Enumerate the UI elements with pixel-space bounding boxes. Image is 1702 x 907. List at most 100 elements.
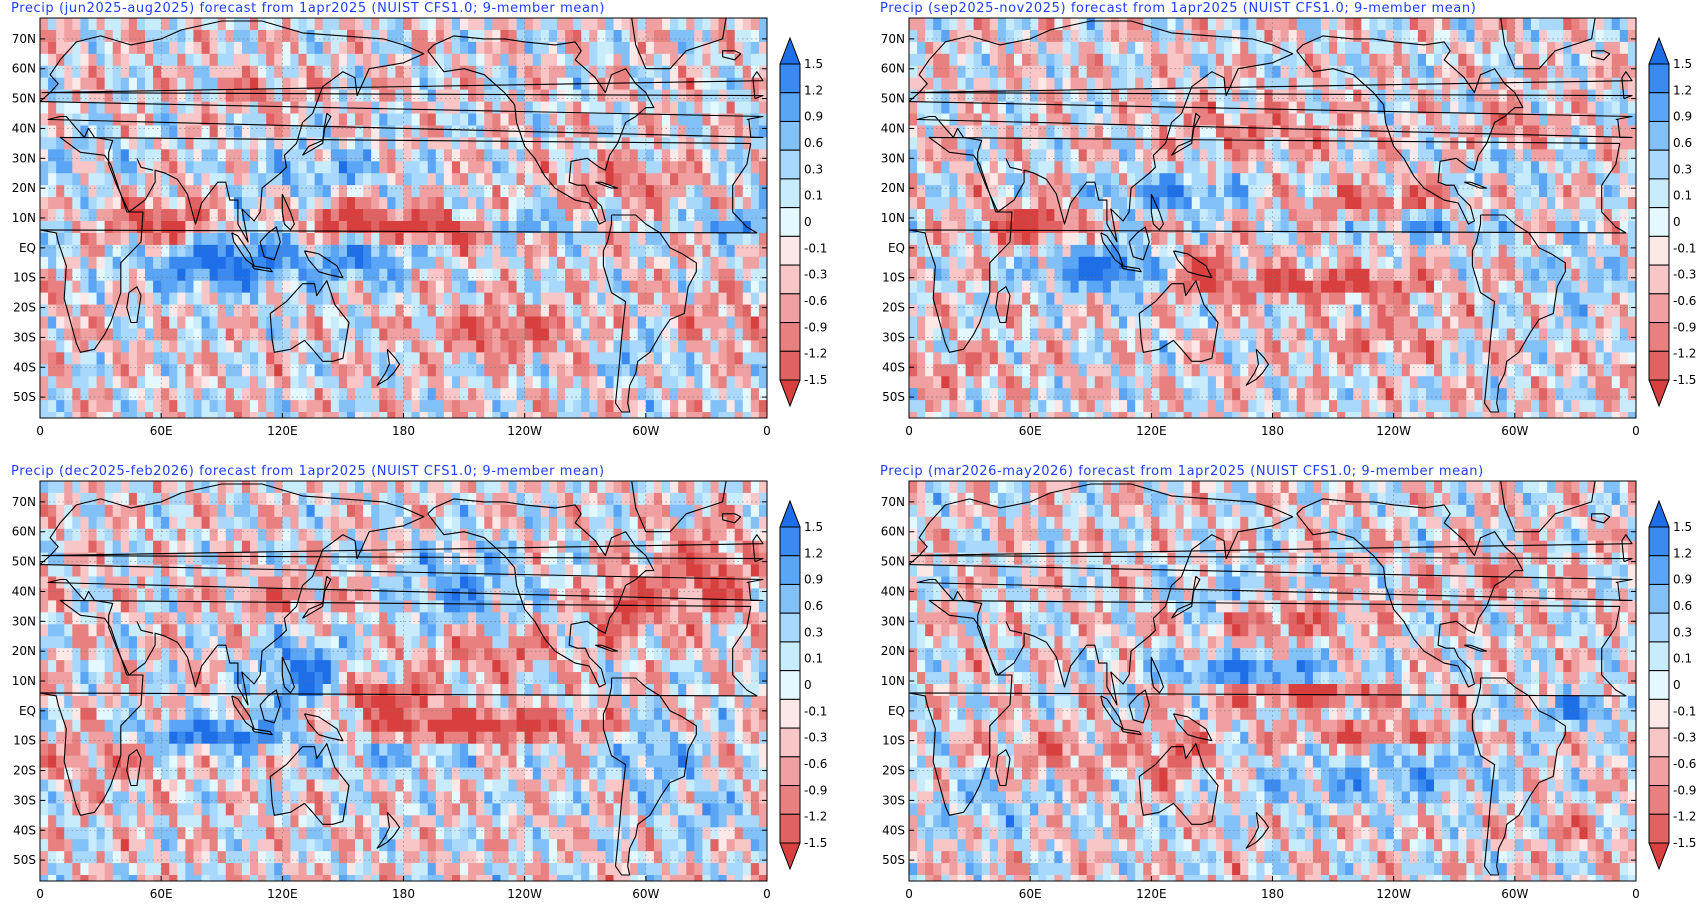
anomaly-cell: [516, 77, 526, 91]
anomaly-cell: [1248, 89, 1257, 103]
anomaly-cell: [72, 292, 81, 306]
anomaly-cell: [40, 376, 49, 389]
anomaly-cell: [1183, 340, 1193, 353]
anomaly-cell: [112, 268, 122, 282]
anomaly-cell: [1014, 352, 1023, 365]
anomaly-cell: [403, 65, 413, 79]
anomaly-cell: [419, 292, 429, 306]
anomaly-cell: [1062, 18, 1072, 31]
anomaly-cell: [56, 29, 65, 43]
anomaly-cell: [136, 280, 146, 294]
anomaly-cell: [80, 101, 90, 115]
anomaly-cell: [1005, 340, 1015, 353]
anomaly-cell: [1014, 412, 1023, 418]
anomaly-cell: [80, 352, 90, 365]
anomaly-cell: [758, 173, 767, 186]
anomaly-cell: [338, 400, 348, 413]
anomaly-cell: [1094, 292, 1104, 306]
lat-label: 50N: [12, 92, 36, 106]
anomaly-cell: [516, 316, 526, 330]
anomaly-cell: [371, 328, 380, 341]
anomaly-cell: [395, 113, 405, 127]
anomaly-cell: [217, 18, 227, 31]
anomaly-cell: [750, 340, 760, 353]
anomaly-cell: [233, 364, 243, 377]
anomaly-cell: [484, 328, 493, 341]
anomaly-cell: [1191, 41, 1201, 55]
anomaly-cell: [581, 173, 590, 186]
anomaly-cell: [403, 197, 413, 210]
anomaly-cell: [1224, 220, 1233, 234]
anomaly-cell: [1264, 173, 1274, 186]
anomaly-cell: [476, 29, 485, 43]
anomaly-cell: [1062, 292, 1072, 306]
anomaly-cell: [443, 65, 453, 79]
anomaly-cell: [492, 376, 502, 389]
anomaly-cell: [1127, 280, 1136, 294]
anomaly-cell: [605, 125, 615, 138]
anomaly-cell: [427, 316, 437, 330]
anomaly-cell: [282, 364, 292, 377]
anomaly-cell: [1329, 89, 1338, 103]
anomaly-cell: [1127, 29, 1136, 43]
anomaly-cell: [957, 412, 967, 418]
anomaly-cell: [1110, 65, 1120, 79]
anomaly-cell: [1320, 412, 1330, 418]
anomaly-cell: [909, 101, 918, 115]
anomaly-cell: [726, 400, 736, 413]
anomaly-cell: [1159, 113, 1169, 127]
anomaly-cell: [314, 149, 324, 162]
anomaly-cell: [492, 316, 502, 330]
anomaly-cell: [322, 185, 332, 198]
anomaly-cell: [532, 352, 542, 365]
anomaly-cell: [500, 173, 510, 186]
anomaly-cell: [629, 65, 639, 79]
anomaly-cell: [508, 232, 518, 246]
anomaly-cell: [726, 185, 736, 198]
anomaly-cell: [48, 220, 57, 234]
anomaly-cell: [1030, 388, 1039, 401]
anomaly-cell: [282, 280, 292, 294]
anomaly-cell: [508, 41, 518, 55]
anomaly-cell: [973, 256, 983, 270]
anomaly-cell: [973, 41, 983, 55]
anomaly-cell: [758, 388, 767, 401]
anomaly-cell: [1030, 29, 1039, 43]
anomaly-cell: [177, 137, 186, 150]
anomaly-cell: [981, 316, 991, 330]
anomaly-cell: [1191, 340, 1201, 353]
anomaly-cell: [989, 41, 999, 55]
anomaly-cell: [451, 161, 461, 174]
anomaly-cell: [379, 41, 388, 55]
anomaly-cell: [565, 149, 574, 162]
anomaly-cell: [540, 89, 550, 103]
anomaly-cell: [314, 137, 324, 150]
anomaly-cell: [1175, 41, 1185, 55]
anomaly-cell: [1224, 209, 1233, 222]
anomaly-cell: [1232, 340, 1241, 353]
anomaly-cell: [524, 280, 534, 294]
anomaly-cell: [290, 149, 300, 162]
anomaly-cell: [1038, 304, 1047, 318]
anomaly-cell: [516, 244, 526, 258]
anomaly-cell: [379, 244, 388, 258]
anomaly-cell: [989, 328, 999, 341]
anomaly-cell: [1232, 280, 1241, 294]
anomaly-cell: [363, 209, 372, 222]
anomaly-cell: [949, 388, 959, 401]
anomaly-cell: [346, 65, 356, 79]
anomaly-cell: [1062, 101, 1072, 115]
anomaly-cell: [573, 53, 582, 67]
anomaly-cell: [419, 89, 429, 103]
anomaly-cell: [516, 137, 526, 150]
anomaly-cell: [1232, 220, 1241, 234]
anomaly-cell: [1014, 209, 1023, 222]
anomaly-cell: [750, 137, 760, 150]
anomaly-cell: [169, 316, 178, 330]
anomaly-cell: [403, 364, 413, 377]
anomaly-cell: [136, 220, 146, 234]
anomaly-cell: [933, 340, 942, 353]
anomaly-cell: [670, 280, 679, 294]
anomaly-cell: [653, 41, 663, 55]
anomaly-cell: [1329, 77, 1338, 91]
